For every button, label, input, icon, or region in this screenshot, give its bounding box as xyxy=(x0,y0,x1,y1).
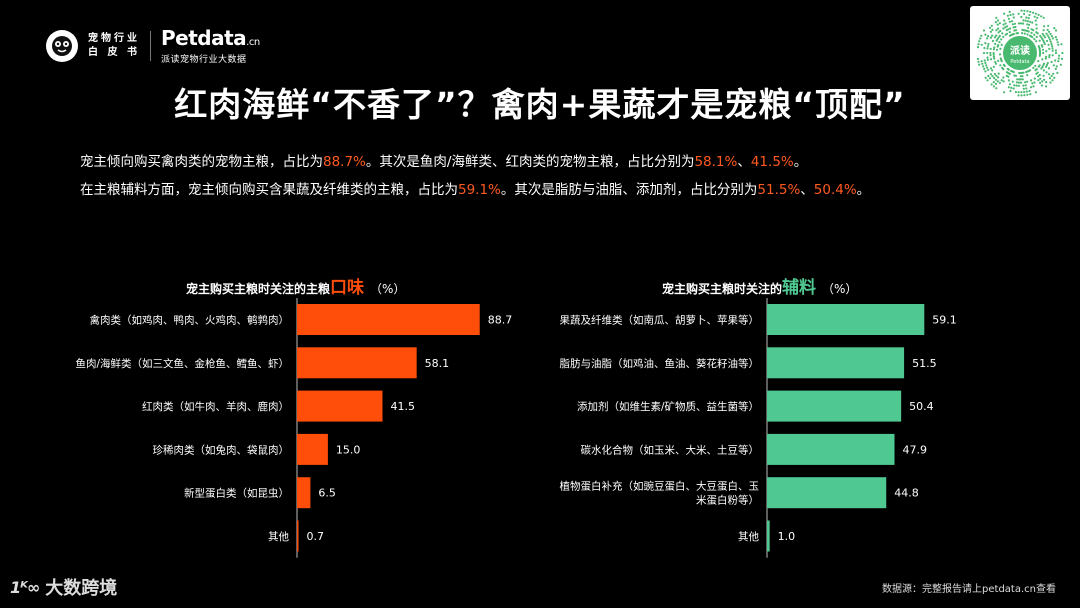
summary-2-text-1: 在主粮辅料方面，宠主倾向购买含果蔬及纤维类的主粮，占比为 xyxy=(80,182,458,198)
chart-ingredients-bar-3 xyxy=(767,433,895,465)
chart-flavor-category-label-3: 珍稀肉类（如兔肉、袋鼠肉） xyxy=(153,443,290,456)
chart-flavor-category-label-2: 红肉类（如牛肉、羊肉、鹿肉） xyxy=(142,400,289,413)
chart-ingredients-bar-1 xyxy=(767,347,905,379)
chart-flavor-bar-2 xyxy=(297,390,383,422)
footer-logo: 1ᴷ∞ 大数跨境 xyxy=(10,574,117,600)
summary-1-text-2: 。其次是鱼肉/海鲜类、红肉类的宠物主粮，占比分别为 xyxy=(365,154,695,170)
chart-title-ingredients: 宠主购买主粮时关注的辅料 （%） xyxy=(662,273,857,298)
data-source: 数据源：完整报告请上petdata.cn查看 xyxy=(882,584,1056,595)
chart-flavor-category-label-4: 新型蛋白类（如昆虫） xyxy=(184,487,289,500)
chart-ingredients-category-label-2: 添加剂（如维生素/矿物质、益生菌等） xyxy=(577,400,759,413)
summary-text: 宠主倾向购买禽肉类的宠物主粮，占比为88.7%。其次是鱼肉/海鲜类、红肉类的宠物… xyxy=(80,148,1000,204)
chart-title-flavor-emphasis: 口味 xyxy=(330,278,365,298)
chart-flavor-value-label-1: 58.1 xyxy=(425,357,450,370)
summary-2-highlight-3: 50.4% xyxy=(813,182,857,198)
chart-flavor-bar-0 xyxy=(297,304,480,335)
chart-flavor-value-label-0: 88.7 xyxy=(488,314,513,327)
chart-ingredients-bar-0 xyxy=(767,304,925,335)
petdata-name: Petdata xyxy=(161,25,247,50)
summary-2-highlight-1: 59.1% xyxy=(458,182,501,198)
chart-title-flavor: 宠主购买主粮时关注的主粮口味 （%） xyxy=(186,273,405,298)
summary-line-1: 宠主倾向购买禽肉类的宠物主粮，占比为88.7%。其次是鱼肉/海鲜类、红肉类的宠物… xyxy=(80,148,1000,176)
chart-ingredients-category-label-5: 其他 xyxy=(738,530,759,543)
chart-flavor-value-label-2: 41.5 xyxy=(390,400,415,413)
summary-line-2: 在主粮辅料方面，宠主倾向购买含果蔬及纤维类的主粮，占比为59.1%。其次是脂肪与… xyxy=(80,176,1000,204)
summary-2-text-2: 。其次是脂肪与油脂、添加剂，占比分别为 xyxy=(500,182,758,198)
chart-ingredients-category-label-4-line-1: 米蛋白粉等） xyxy=(696,494,759,507)
chart-ingredients-value-label-2: 50.4 xyxy=(909,400,934,413)
summary-1-highlight-2: 58.1% xyxy=(694,154,738,170)
brand-cn-name: 宠物行业 白 皮 书 xyxy=(88,32,140,60)
chart-ingredients-value-label-3: 47.9 xyxy=(902,443,927,456)
chart-flavor-bar-4 xyxy=(297,477,311,509)
brand-header: 宠物行业 白 皮 书 Petdata.cn 派读宠物行业大数据 xyxy=(46,27,260,65)
summary-2-highlight-2: 51.5% xyxy=(757,182,801,198)
chart-title-ingredients-prefix: 宠主购买主粮时关注的 xyxy=(662,282,783,296)
chart-ingredients-category-label-4-line-0: 植物蛋白补充（如豌豆蛋白、大豆蛋白、玉 xyxy=(560,480,760,493)
chart-flavor-bar-5 xyxy=(297,520,299,552)
summary-2-text-4: 。 xyxy=(856,182,871,198)
petdata-suffix: .cn xyxy=(246,36,260,48)
chart-flavor-bar-3 xyxy=(297,433,328,465)
chart-ingredients-value-label-1: 51.5 xyxy=(912,357,937,370)
summary-1-highlight-3: 41.5% xyxy=(750,154,794,170)
chart-flavor-category-label-0: 禽肉类（如鸡肉、鸭肉、火鸡肉、鹌鹑肉） xyxy=(90,314,290,327)
chart-ingredients-value-label-4: 44.8 xyxy=(894,487,919,500)
chart-ingredients-value-label-0: 59.1 xyxy=(932,314,957,327)
page-title: 红肉海鲜“不香了”？禽肉+果蔬才是宠粮“顶配” xyxy=(174,85,906,124)
brand-cn-line1: 宠物行业 xyxy=(88,33,140,44)
chart-title-flavor-prefix: 宠主购买主粮时关注的主粮 xyxy=(186,282,331,296)
chart-title-ingredients-unit: （%） xyxy=(822,282,858,296)
summary-1-highlight-1: 88.7% xyxy=(323,154,366,170)
chart-flavor-value-label-5: 0.7 xyxy=(307,530,325,543)
footer-logo-text: 大数跨境 xyxy=(45,578,118,599)
chart-flavor-category-label-1: 鱼肉/海鲜类（如三文鱼、金枪鱼、鳕鱼、虾） xyxy=(75,357,289,370)
brand-cn-line2: 白 皮 书 xyxy=(88,47,140,58)
qr-center-sub: Petdata xyxy=(1010,59,1029,65)
chart-ingredients-bar-2 xyxy=(767,390,902,422)
petdata-wordmark: Petdata.cn xyxy=(161,27,260,54)
petdata-logo: Petdata.cn 派读宠物行业大数据 xyxy=(161,27,260,66)
chart-ingredients-category-label-3: 碳水化合物（如玉米、大米、土豆等） xyxy=(581,443,760,456)
qr-code[interactable]: 派读 Petdata xyxy=(970,6,1070,100)
summary-2-text-3: 、 xyxy=(800,182,814,198)
chart-ingredients-bar-5 xyxy=(767,520,770,552)
chart-flavor-value-label-4: 6.5 xyxy=(318,487,336,500)
brand-divider xyxy=(150,31,151,61)
chart-ingredients-value-label-5: 1.0 xyxy=(778,530,796,543)
chart-flavor-category-label-5: 其他 xyxy=(268,530,289,543)
chart-title-flavor-unit: （%） xyxy=(370,282,406,296)
pet-logo-icon xyxy=(46,30,78,62)
chart-ingredients-bar-4 xyxy=(767,477,887,509)
chart-title-ingredients-emphasis: 辅料 xyxy=(782,278,817,298)
chart-flavor-value-label-3: 15.0 xyxy=(336,443,361,456)
summary-1-text-3: 、 xyxy=(737,154,751,170)
summary-1-text-1: 宠主倾向购买禽肉类的宠物主粮，占比为 xyxy=(80,154,323,170)
petdata-tagline: 派读宠物行业大数据 xyxy=(161,54,247,65)
chart-ingredients-category-label-1: 脂肪与油脂（如鸡油、鱼油、葵花籽油等） xyxy=(560,357,760,370)
chart-flavor-bar-1 xyxy=(297,347,417,379)
footer-logo-mark-icon: 1ᴷ∞ xyxy=(10,577,40,597)
qr-center-text: 派读 xyxy=(1010,44,1030,57)
summary-1-text-4: 。 xyxy=(793,154,808,170)
chart-ingredients-category-label-0: 果蔬及纤维类（如南瓜、胡萝卜、苹果等） xyxy=(560,314,760,327)
